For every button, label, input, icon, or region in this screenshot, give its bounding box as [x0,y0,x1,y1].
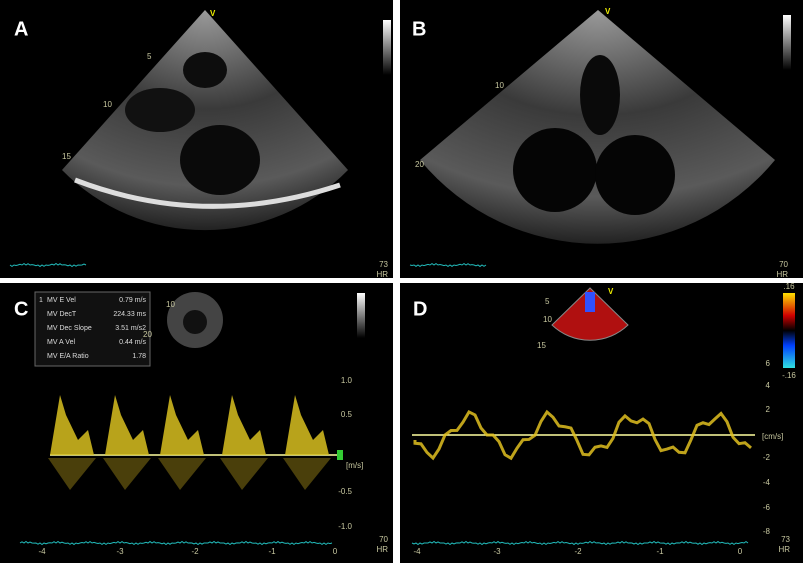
x-tick-label: -1 [268,547,276,556]
axis-unit: [cm/s] [762,432,783,441]
y-tick-label: 2 [766,405,771,414]
heart-rate-unit: HR [376,545,388,554]
doppler-reverse [283,458,331,490]
doppler-reverse [220,458,268,490]
chamber [513,128,597,212]
measurement-name: MV Dec Slope [47,325,92,332]
ecg-trace [19,540,333,546]
x-tick-label: -1 [656,547,664,556]
y-tick-label: 4 [766,381,771,390]
measurement-name: MV E Vel [47,297,76,304]
ecg-trace [9,262,87,268]
y-tick-label: 1.0 [341,376,353,385]
gray-scale-bar [783,15,791,70]
measurement-box [34,291,151,367]
x-tick-label: -3 [493,547,501,556]
probe-marker: V [608,287,614,296]
chamber [180,125,260,195]
depth-mark: 5 [545,297,550,306]
x-tick-label: -4 [413,547,421,556]
color-sector [551,287,629,341]
depth-mark: 15 [537,341,546,350]
depth-mark: 5 [147,52,152,61]
heart-rate-unit: HR [376,270,388,279]
depth-mark: 20 [143,330,152,339]
gray-scale-bar [383,20,391,75]
depth-mark: 15 [62,152,71,161]
heart-rate: 70 [779,260,788,269]
panel-label: A [14,18,28,40]
thumbnail-chamber [183,310,207,334]
depth-mark: 10 [495,81,504,90]
heart-rate: 73 [781,535,790,544]
depth-mark: 10 [543,315,552,324]
x-tick-label: -2 [574,547,582,556]
chamber [595,135,675,215]
depth-mark: 20 [415,160,424,169]
heart-rate: 70 [379,535,388,544]
doppler-e-wave [222,395,266,455]
measurement-name: MV E/A Ratio [47,353,89,360]
color-flow [585,292,595,312]
depth-mark: 10 [103,100,112,109]
x-tick-label: -2 [191,547,199,556]
ecg-trace [409,262,487,268]
ultrasound-sector [62,10,348,231]
chamber [125,88,195,132]
measurement-value: 1.78 [132,353,146,360]
doppler-e-wave [160,395,204,455]
y-tick-label: 0.5 [341,410,353,419]
x-tick-label: 0 [738,547,743,556]
panel-label: C [14,298,28,320]
x-tick-label: -4 [38,547,46,556]
measurement-index: 1 [39,297,43,304]
heart-rate-unit: HR [776,270,788,279]
panel-label: B [412,18,426,40]
doppler-reverse [48,458,96,490]
ecg-trace [411,540,749,546]
probe-marker: V [210,9,216,18]
depth-mark: 10 [166,300,175,309]
measurement-value: 0.44 m/s [119,339,146,346]
tissue-doppler-trace [413,409,752,461]
chamber [580,55,620,135]
y-tick-label: -0.5 [338,487,352,496]
color-scale-max: .16 [783,282,795,291]
y-tick-label: -4 [763,478,771,487]
y-tick-label: 6 [766,359,771,368]
baseline-marker [337,450,343,460]
pericardium [74,177,341,209]
heart-rate: 73 [379,260,388,269]
y-tick-label: -1.0 [338,522,352,531]
panel-label: D [413,298,427,320]
doppler-e-wave [105,395,149,455]
measurement-value: 3.51 m/s2 [115,325,146,332]
x-tick-label: -3 [116,547,124,556]
doppler-e-wave [285,395,329,455]
measurement-name: MV DecT [47,311,77,318]
doppler-reverse [103,458,151,490]
probe-marker: V [605,7,611,16]
chamber [183,52,227,88]
color-scale-bar [783,293,795,368]
measurement-value: 0.79 m/s [119,297,146,304]
y-tick-label: -8 [763,527,771,536]
axis-unit: [m/s] [346,461,363,470]
color-scale-min: -.16 [782,371,796,380]
doppler-reverse [158,458,206,490]
gray-scale-bar [357,293,365,338]
heart-rate-unit: HR [778,545,790,554]
y-tick-label: -6 [763,503,771,512]
x-tick-label: 0 [333,547,338,556]
dynamic-layer: A BC DV VV51015102010205101573HR70HR70HR73H… [9,7,796,556]
measurement-value: 224.33 ms [113,311,146,318]
y-tick-label: -2 [763,453,771,462]
doppler-e-wave [50,395,94,455]
measurement-name: MV A Vel [47,339,75,346]
